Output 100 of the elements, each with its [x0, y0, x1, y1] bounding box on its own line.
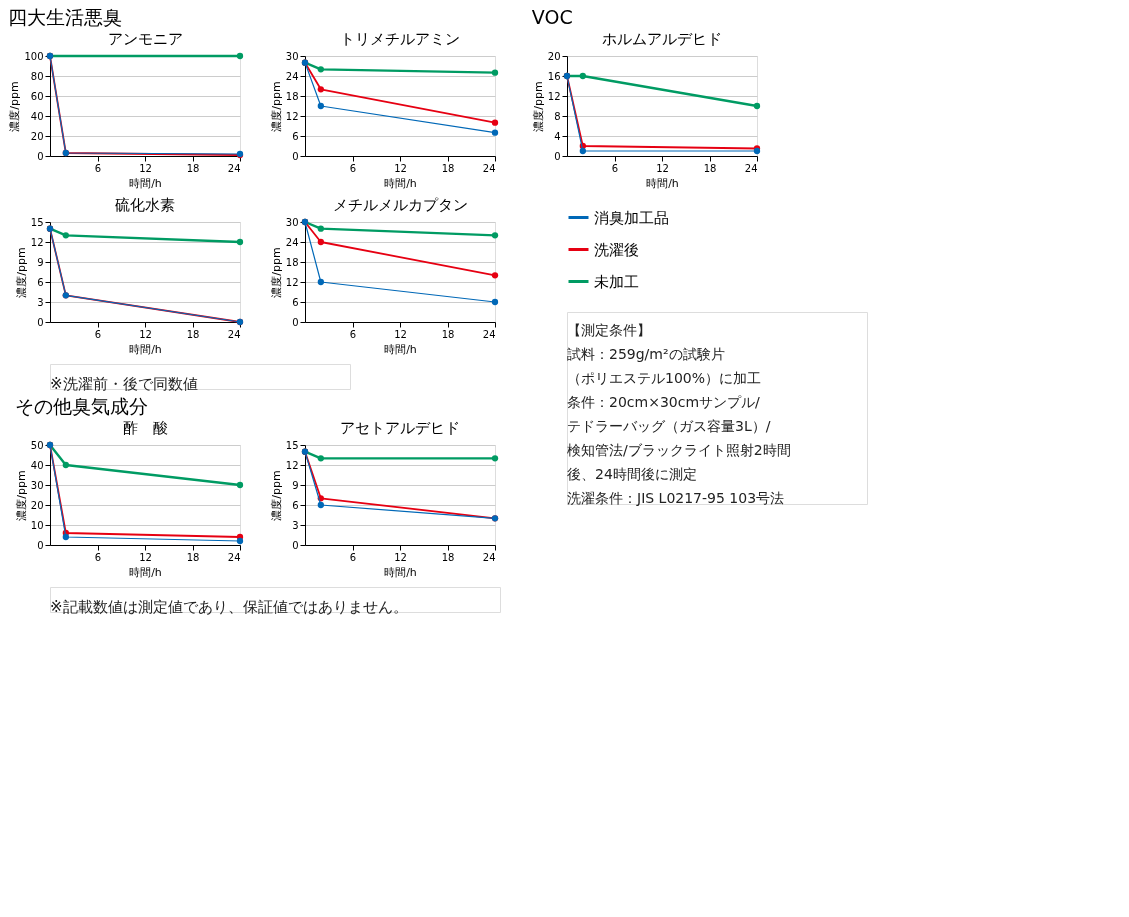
x-tick-label: 24: [227, 162, 241, 174]
x-tick-label: 24: [482, 162, 496, 174]
y-tick-label: 60: [30, 90, 44, 102]
x-tick-label: 24: [227, 551, 241, 563]
chart-title: メチルメルカプタン: [332, 196, 468, 214]
y-tick-label: 15: [285, 439, 299, 451]
x-axis-title: 時間/h: [384, 342, 417, 356]
y-tick-label: 12: [285, 276, 299, 288]
y-tick-label: 0: [37, 539, 44, 551]
text: ※洗濯前・後で同数値: [50, 374, 198, 393]
text: その他臭気成分: [14, 394, 148, 417]
y-tick-label: 0: [37, 316, 44, 328]
chart-title: アンモニア: [107, 30, 183, 48]
x-axis-title: 時間/h: [646, 176, 679, 190]
legend-label: 洗濯後: [594, 240, 639, 259]
y-tick-label: 100: [24, 50, 44, 62]
y-axis-title: 濃度/ppm: [269, 470, 283, 521]
x-tick-label: 12: [139, 551, 152, 563]
x-tick-label: 12: [394, 162, 407, 174]
x-axis-title: 時間/h: [384, 176, 417, 190]
x-tick-label: 6: [94, 551, 102, 563]
text: 【測定条件】: [567, 322, 651, 338]
y-tick-label: 9: [292, 479, 299, 491]
y-tick-label: 40: [30, 459, 44, 471]
chart-title: アセトアルデヒド: [340, 419, 460, 437]
y-tick-label: 15: [30, 216, 44, 228]
text: （ポリエステル100%）に加工: [567, 370, 762, 386]
y-tick-label: 20: [547, 50, 561, 62]
x-tick-label: 18: [703, 162, 717, 174]
y-axis-title: 濃度/ppm: [531, 81, 545, 132]
legend-label: 未加工: [594, 272, 639, 291]
x-tick-label: 18: [186, 328, 200, 340]
chart-title: ホルムアルデヒド: [602, 30, 722, 48]
x-tick-label: 6: [349, 328, 357, 340]
chart-title: 硫化水素: [115, 196, 175, 214]
y-tick-label: 6: [292, 130, 299, 142]
y-axis-title: 濃度/ppm: [269, 247, 283, 298]
legend-label: 消臭加工品: [594, 208, 669, 227]
y-tick-label: 10: [30, 519, 44, 531]
y-tick-label: 12: [30, 236, 44, 248]
y-tick-label: 6: [292, 296, 299, 308]
y-axis-title: 濃度/ppm: [8, 81, 22, 132]
y-tick-label: 30: [30, 479, 44, 491]
text: 試料：259g/m²の試験片: [567, 346, 725, 362]
x-axis-title: 時間/h: [129, 565, 162, 579]
y-tick-label: 0: [292, 150, 299, 162]
text: 四大生活悪臭: [8, 5, 123, 28]
x-tick-label: 24: [227, 328, 241, 340]
y-tick-label: 16: [547, 70, 561, 82]
text: 検知管法/ブラックライト照射2時間: [567, 442, 791, 458]
x-tick-label: 12: [394, 328, 407, 340]
text: テドラーバッグ（ガス容量3L）/: [567, 418, 771, 434]
text: 洗濯条件：JIS L0217-95 103号法: [567, 490, 785, 506]
y-axis-title: 濃度/ppm: [14, 247, 28, 298]
x-axis-title: 時間/h: [129, 342, 162, 356]
x-tick-label: 6: [94, 328, 102, 340]
x-axis-title: 時間/h: [129, 176, 162, 190]
y-tick-label: 40: [30, 110, 44, 122]
x-tick-label: 6: [94, 162, 102, 174]
x-tick-label: 12: [394, 551, 407, 563]
y-tick-label: 20: [30, 499, 44, 511]
x-tick-label: 18: [441, 551, 455, 563]
x-tick-label: 24: [482, 328, 496, 340]
y-tick-label: 3: [37, 296, 44, 308]
text: 後、24時間後に測定: [567, 466, 697, 482]
x-tick-label: 18: [186, 162, 200, 174]
y-tick-label: 9: [37, 256, 44, 268]
x-tick-label: 18: [186, 551, 200, 563]
y-tick-label: 18: [285, 256, 299, 268]
y-tick-label: 6: [292, 499, 299, 511]
y-tick-label: 24: [285, 236, 299, 248]
x-tick-label: 12: [139, 328, 152, 340]
y-axis-title: 濃度/ppm: [269, 81, 283, 132]
y-tick-label: 30: [285, 216, 299, 228]
y-tick-label: 12: [285, 110, 299, 122]
x-axis-title: 時間/h: [384, 565, 417, 579]
y-tick-label: 50: [30, 439, 44, 451]
y-tick-label: 20: [30, 130, 44, 142]
x-tick-label: 6: [349, 162, 357, 174]
y-tick-label: 8: [554, 110, 561, 122]
y-tick-label: 0: [292, 316, 299, 328]
text: VOC: [531, 5, 573, 28]
x-tick-label: 6: [611, 162, 619, 174]
chart-title: トリメチルアミン: [340, 30, 460, 48]
y-tick-label: 18: [285, 90, 299, 102]
x-tick-label: 12: [139, 162, 152, 174]
x-tick-label: 24: [744, 162, 758, 174]
y-tick-label: 12: [285, 459, 299, 471]
y-tick-label: 0: [292, 539, 299, 551]
x-tick-label: 12: [656, 162, 669, 174]
text: ※記載数値は測定値であり、保証値ではありません。: [50, 597, 408, 616]
y-tick-label: 24: [285, 70, 299, 82]
y-tick-label: 30: [285, 50, 299, 62]
y-tick-label: 6: [37, 276, 44, 288]
x-tick-label: 24: [482, 551, 496, 563]
chart-title: 酢 酸: [122, 419, 168, 437]
y-tick-label: 0: [37, 150, 44, 162]
y-tick-label: 4: [554, 130, 561, 142]
x-tick-label: 18: [441, 328, 455, 340]
y-tick-label: 80: [30, 70, 44, 82]
